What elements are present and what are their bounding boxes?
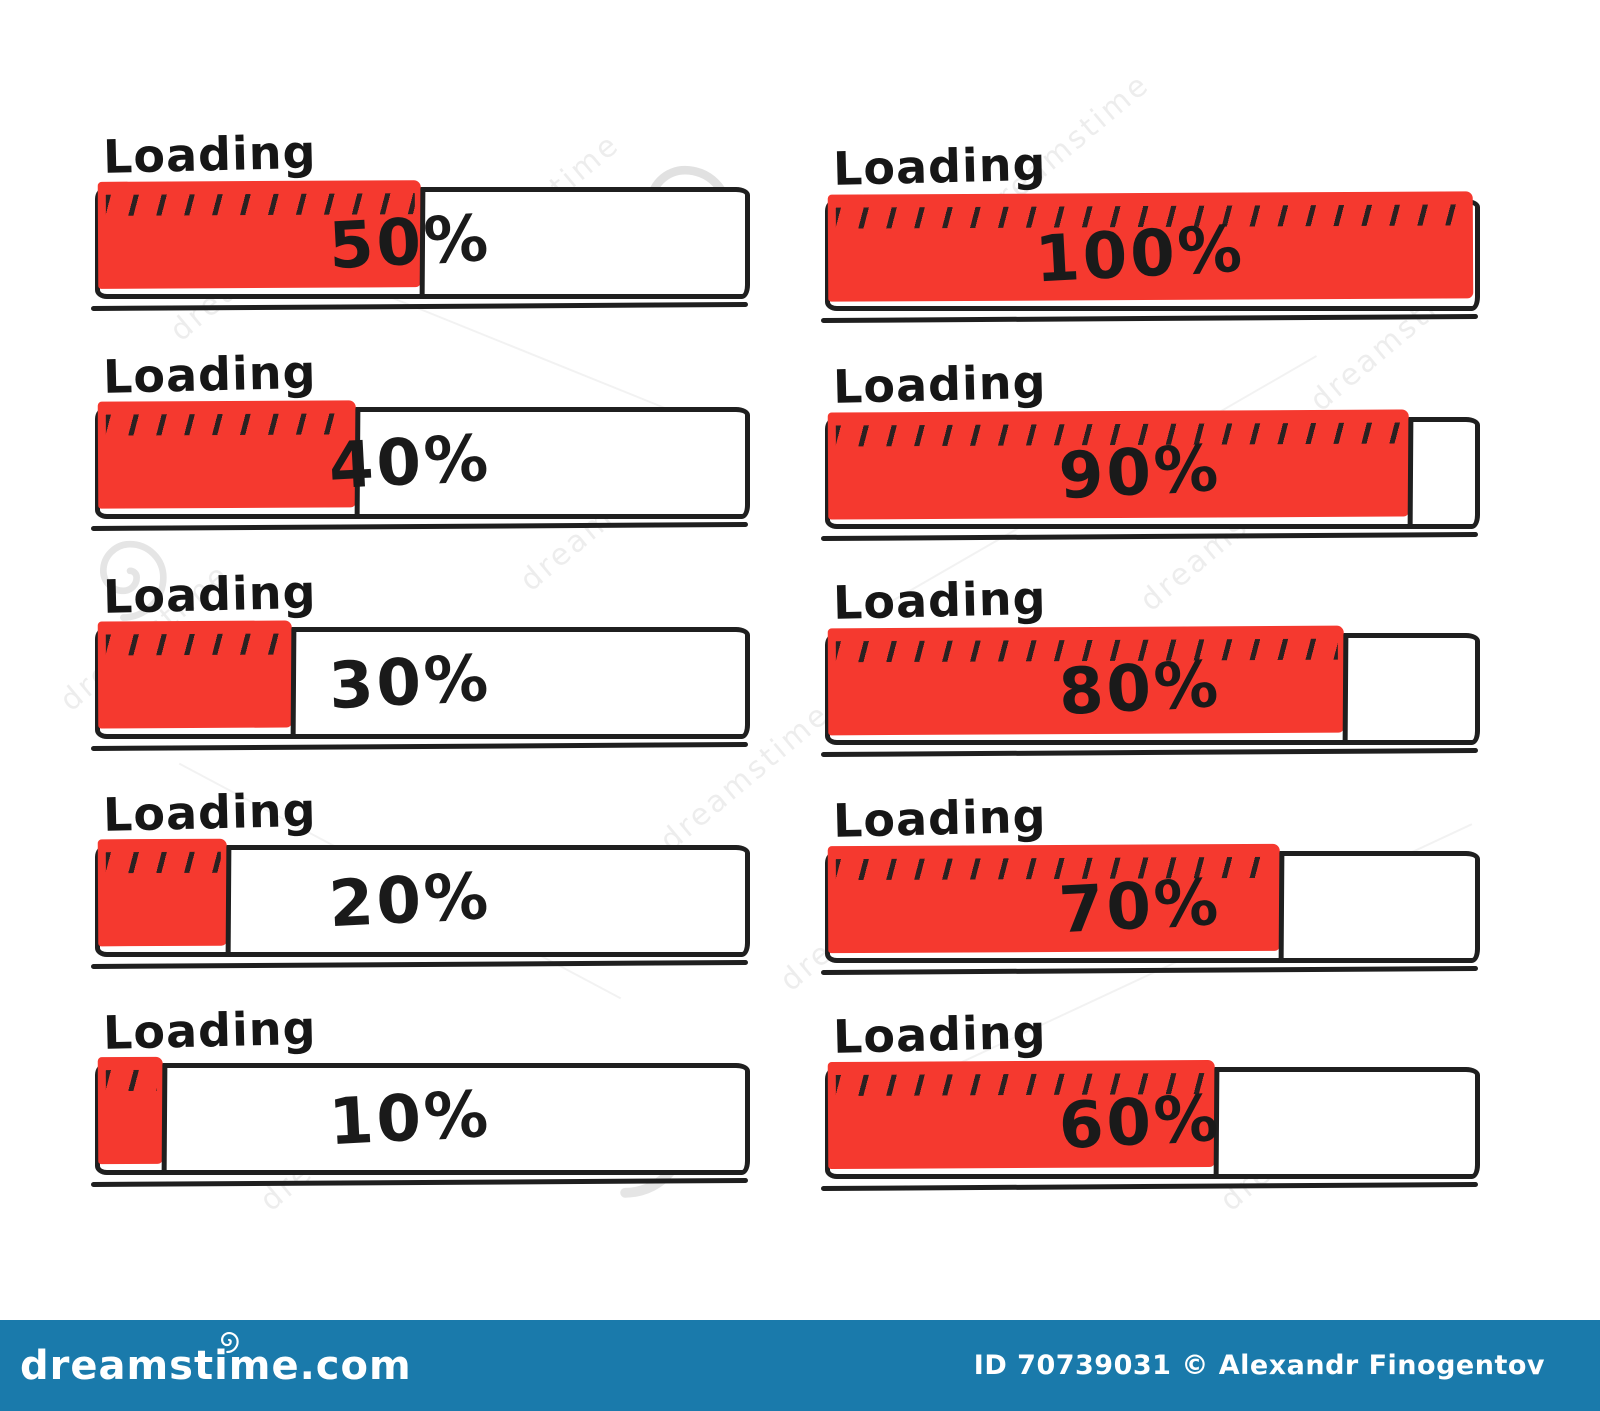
progress-track: 60% xyxy=(825,1059,1480,1179)
loading-label: Loading xyxy=(102,344,318,404)
progress-bar-30: Loading 30% xyxy=(95,564,750,739)
progress-bar-80: Loading 80% xyxy=(825,570,1480,745)
ruler-ticks-icon xyxy=(105,633,286,656)
progress-bar-90: Loading 90% xyxy=(825,354,1480,529)
footer-watermark-bar: dreamstime.com ID 70739031 © Alexandr Fi… xyxy=(0,1320,1600,1411)
progress-bar-40: Loading 40% xyxy=(95,344,750,519)
ruler-ticks-icon xyxy=(105,1069,157,1091)
percent-label: 50% xyxy=(326,201,493,284)
loading-label: Loading xyxy=(832,788,1048,848)
progress-track: 100% xyxy=(825,190,1480,311)
progress-bar-100: Loading 100% xyxy=(825,136,1480,311)
percent-label: 30% xyxy=(326,641,493,724)
fill-edge-line xyxy=(290,626,296,739)
progress-track: 50% xyxy=(95,179,750,299)
dreamstime-logo-text: dreamstime.com xyxy=(20,1342,412,1389)
ruler-ticks-icon xyxy=(105,412,350,436)
progress-fill xyxy=(97,1056,163,1164)
image-credit: ID 70739031 © Alexandr Finogentov xyxy=(973,1350,1545,1381)
percent-label: 10% xyxy=(326,1077,493,1160)
fill-edge-line xyxy=(1278,850,1284,963)
fill-edge-line xyxy=(1407,416,1413,529)
progress-bar-60: Loading 60% xyxy=(825,1004,1480,1179)
percent-label: 40% xyxy=(326,421,493,504)
loading-label: Loading xyxy=(832,136,1048,196)
loading-label: Loading xyxy=(832,570,1048,630)
percent-label: 60% xyxy=(1056,1081,1223,1164)
loading-label: Loading xyxy=(102,782,318,842)
loading-label: Loading xyxy=(102,1000,318,1060)
progress-track: 70% xyxy=(825,843,1480,963)
loading-label: Loading xyxy=(832,354,1048,414)
loading-label: Loading xyxy=(102,124,318,184)
percent-label: 90% xyxy=(1056,431,1223,514)
progress-bar-20: Loading 20% xyxy=(95,782,750,957)
progress-track: 10% xyxy=(95,1056,750,1175)
dreamstime-logo: dreamstime.com xyxy=(20,1331,412,1389)
progress-track: 30% xyxy=(95,620,750,739)
fill-edge-line xyxy=(1342,632,1349,745)
progress-fill xyxy=(97,838,228,946)
progress-bar-50: Loading 50% xyxy=(95,124,750,299)
progress-track: 40% xyxy=(95,399,750,519)
progress-bar-10: Loading 10% xyxy=(95,1000,750,1175)
progress-track: 90% xyxy=(825,409,1480,529)
progress-bar-70: Loading 70% xyxy=(825,788,1480,963)
progress-fill xyxy=(97,620,292,729)
progress-fill xyxy=(97,399,357,509)
percent-label: 100% xyxy=(1032,212,1247,298)
percent-label: 80% xyxy=(1056,647,1223,730)
progress-track: 80% xyxy=(825,625,1480,745)
ruler-ticks-icon xyxy=(105,851,221,873)
spiral-icon xyxy=(221,1331,239,1353)
fill-edge-line xyxy=(161,1062,167,1175)
fill-edge-line xyxy=(225,844,232,957)
percent-label: 20% xyxy=(326,859,493,942)
percent-label: 70% xyxy=(1056,865,1223,948)
progress-track: 20% xyxy=(95,838,750,957)
loading-label: Loading xyxy=(832,1004,1048,1064)
loading-label: Loading xyxy=(102,564,318,624)
